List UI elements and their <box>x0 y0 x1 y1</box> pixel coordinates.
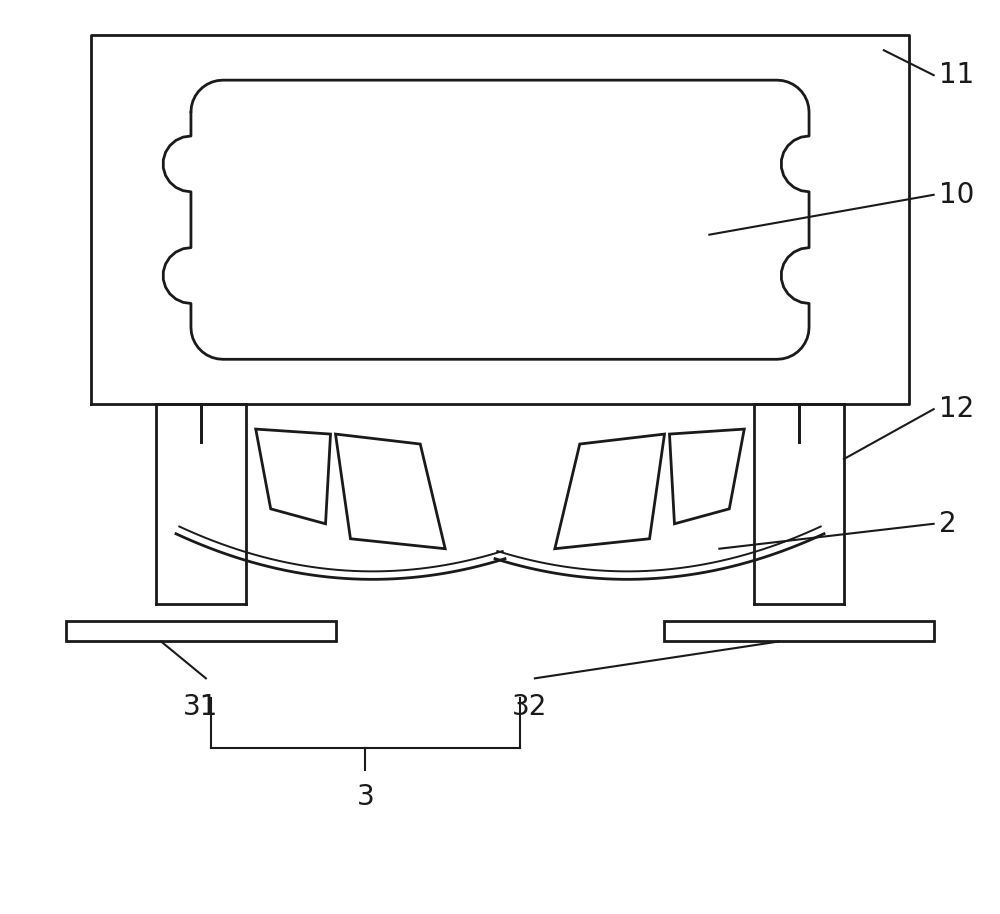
Polygon shape <box>66 622 336 642</box>
Text: 3: 3 <box>357 783 374 811</box>
Text: 12: 12 <box>939 395 974 423</box>
Text: 2: 2 <box>939 510 956 537</box>
Text: 31: 31 <box>183 694 219 721</box>
Text: 11: 11 <box>939 61 974 90</box>
Text: 32: 32 <box>512 694 548 721</box>
Text: 10: 10 <box>939 181 974 208</box>
Polygon shape <box>664 622 934 642</box>
